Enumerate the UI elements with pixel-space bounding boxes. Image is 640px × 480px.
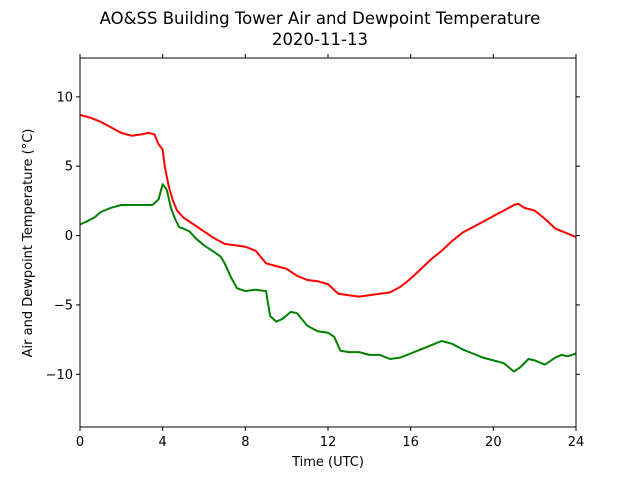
x-tick-label: 16	[402, 435, 419, 450]
x-tick-label: 20	[485, 435, 502, 450]
chart-title: AO&SS Building Tower Air and Dewpoint Te…	[100, 9, 541, 28]
chart-subtitle: 2020-11-13	[272, 30, 368, 49]
y-tick-label: −10	[46, 368, 73, 383]
y-tick-label: −5	[54, 298, 73, 313]
y-tick-label: 5	[65, 160, 73, 175]
y-axis-label: Air and Dewpoint Temperature (°C)	[21, 129, 36, 358]
plot-area	[79, 113, 577, 373]
y-tick-label: 0	[65, 229, 73, 244]
plot-frame	[79, 57, 577, 428]
x-tick-label: 12	[320, 435, 337, 450]
series-line-2	[79, 183, 577, 373]
x-tick-label: 4	[159, 435, 167, 450]
x-tick-label: 8	[241, 435, 249, 450]
y-tick-label: 10	[56, 90, 73, 105]
x-tick-label: 0	[76, 435, 84, 450]
x-tick-label: 24	[568, 435, 585, 450]
x-axis-label: Time (UTC)	[291, 455, 364, 470]
y-axis-ticks: −10 −5 0 5 10	[46, 90, 580, 383]
series-line-1	[79, 113, 577, 298]
x-axis-ticks: 0 4 8 12 16 20 24	[76, 54, 584, 450]
